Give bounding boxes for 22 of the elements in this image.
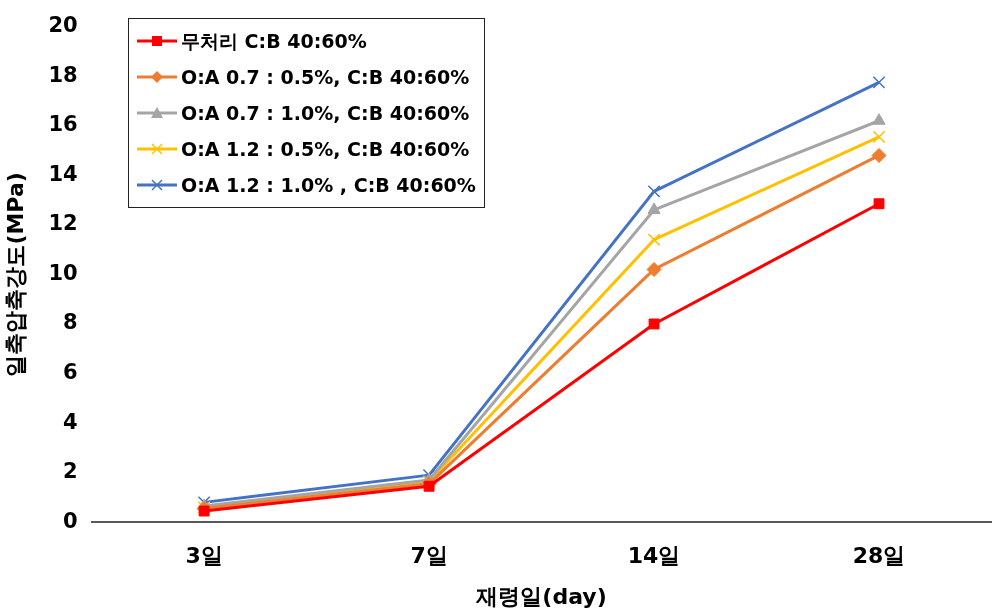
x-tick-label: 28일 — [852, 543, 906, 569]
y-tick-label: 20 — [48, 13, 78, 38]
x-axis-title: 재령일(day) — [475, 583, 607, 609]
y-tick-label: 2 — [63, 459, 78, 484]
x-tick-label: 7일 — [410, 543, 448, 569]
x-tick-label: 14일 — [627, 543, 681, 569]
legend-label: O:A 1.2 : 1.0% , C:B 40:60% — [181, 173, 476, 198]
y-tick-label: 18 — [48, 62, 78, 87]
legend-label: O:A 0.7 : 1.0%, C:B 40:60% — [181, 101, 470, 126]
y-tick-label: 16 — [48, 112, 78, 137]
y-axis-title: 일축압축강도(MPa) — [2, 172, 28, 377]
y-tick-label: 14 — [48, 161, 78, 186]
y-tick-label: 0 — [63, 508, 78, 533]
x-tick-label: 3일 — [185, 543, 223, 569]
y-tick-label: 10 — [48, 260, 78, 285]
y-tick-label: 8 — [63, 310, 78, 335]
legend-label: O:A 0.7 : 0.5%, C:B 40:60% — [181, 65, 470, 90]
y-tick-label: 6 — [63, 359, 78, 384]
y-tick-label: 4 — [63, 409, 78, 434]
legend-label: 무처리 C:B 40:60% — [181, 29, 367, 54]
legend-label: O:A 1.2 : 0.5%, C:B 40:60% — [181, 137, 470, 162]
y-tick-label: 12 — [48, 211, 78, 236]
